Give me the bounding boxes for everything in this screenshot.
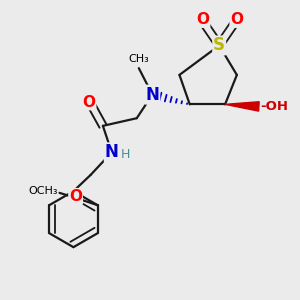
Text: N: N <box>105 143 119 161</box>
Text: N: N <box>146 85 159 103</box>
Text: CH₃: CH₃ <box>128 54 149 64</box>
Text: O: O <box>69 189 82 204</box>
Text: O: O <box>196 12 209 27</box>
Text: O: O <box>82 94 95 110</box>
Text: -OH: -OH <box>260 100 288 113</box>
Text: OCH₃: OCH₃ <box>28 186 58 197</box>
Text: S: S <box>213 37 225 55</box>
Polygon shape <box>225 102 259 111</box>
Text: O: O <box>230 12 243 27</box>
Text: H: H <box>121 148 130 161</box>
